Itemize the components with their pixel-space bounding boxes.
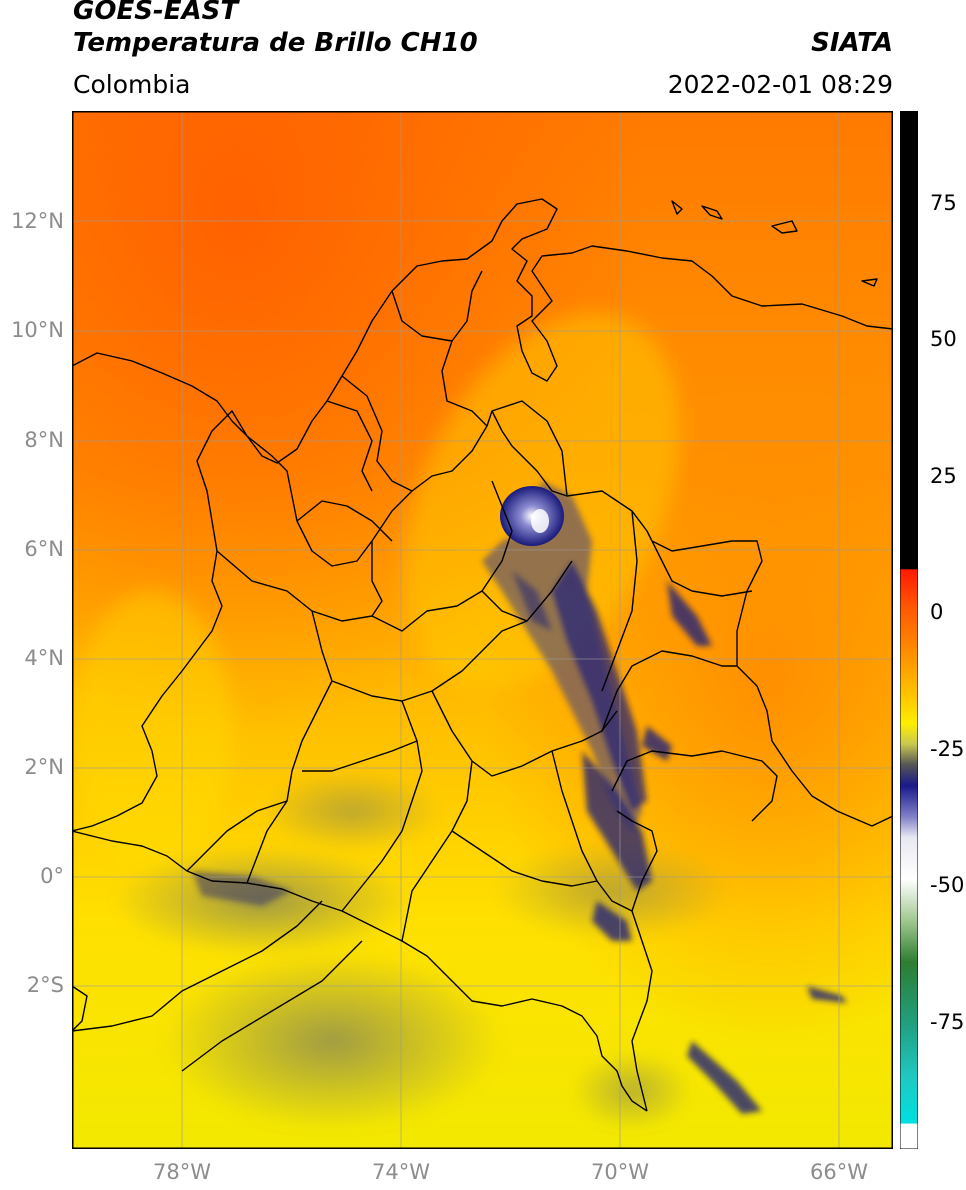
olive-cloud-amazon [572, 1051, 692, 1131]
boundaries [72, 198, 893, 1112]
dept-line-1 [216, 480, 513, 632]
dept-line-10 [341, 700, 423, 912]
border-peru-brazil [616, 810, 658, 1112]
lat-label-6n: 6°N [24, 537, 64, 561]
cold-cloud-band [192, 481, 847, 1114]
island-margarita [861, 278, 878, 287]
coastline-pacific [72, 410, 248, 832]
olive-cloud-south [162, 951, 502, 1131]
satellite-title: GOES-EAST [73, 0, 239, 26]
lat-label-12n: 12°N [11, 209, 64, 233]
dept-line-6 [326, 400, 373, 492]
region-label: Colombia [73, 70, 191, 99]
border-ecuador-peru [72, 900, 323, 1032]
olive-cloud-center [262, 771, 442, 851]
dept-line-2 [296, 500, 393, 542]
product-title: Temperatura de Brillo CH10 [73, 28, 478, 58]
dept-line-15 [451, 830, 598, 887]
map-frame [72, 111, 893, 1149]
island-curacao [701, 205, 723, 220]
lat-label-2s: 2°S [26, 973, 64, 997]
dept-line-13 [551, 750, 633, 912]
olive-cloud-east [492, 841, 732, 941]
colorbar-tick-50: 50 [930, 327, 957, 351]
dept-line-14 [302, 740, 418, 772]
dept-line-16 [481, 590, 528, 622]
colorbar-tick-minus50: -50 [930, 873, 965, 897]
colorbar-tick-25: 25 [930, 464, 957, 488]
dept-line-19 [601, 650, 737, 732]
dept-line-7 [491, 400, 568, 497]
dept-line-12 [401, 760, 473, 942]
lon-label-78w: 78°W [153, 1160, 211, 1184]
lon-label-74w: 74°W [372, 1160, 430, 1184]
dept-line-3 [341, 375, 413, 492]
dept-line-9 [246, 680, 333, 884]
yellow-west-coast [72, 591, 232, 871]
island-aruba [671, 200, 683, 215]
island-trinidad-sketch [771, 220, 798, 234]
dept-line-17 [371, 541, 383, 617]
lat-label-0: 0° [40, 864, 64, 888]
border-venezuela-inner [651, 540, 753, 597]
colorbar-tick-minus25: -25 [930, 737, 965, 761]
lon-label-66w: 66°W [810, 1160, 868, 1184]
organization-label: SIATA [811, 28, 893, 58]
dept-line-5 [441, 340, 488, 427]
dept-line-18 [186, 800, 288, 872]
storm-core-bright [531, 509, 549, 533]
border-venezuela-east [611, 750, 778, 822]
lat-label-2n: 2°N [24, 755, 64, 779]
coastline-caribbean [72, 198, 893, 464]
colorbar [900, 111, 918, 1149]
dept-line-20 [601, 510, 638, 692]
dept-line-8 [311, 560, 573, 702]
satellite-map[interactable] [72, 111, 893, 1149]
lat-label-8n: 8°N [24, 428, 64, 452]
graticule [72, 111, 893, 1149]
lon-label-70w: 70°W [591, 1160, 649, 1184]
lat-label-10n: 10°N [11, 318, 64, 342]
colorbar-tick-minus75: -75 [930, 1010, 965, 1034]
datetime-label: 2022-02-01 08:29 [667, 70, 893, 99]
colorbar-tick-75: 75 [930, 191, 957, 215]
border-peru-inner [181, 940, 363, 1072]
lat-label-4n: 4°N [24, 646, 64, 670]
coastline-ecuador [72, 985, 88, 1032]
colorbar-tick-0: 0 [930, 600, 944, 624]
dept-line-11 [431, 690, 618, 777]
